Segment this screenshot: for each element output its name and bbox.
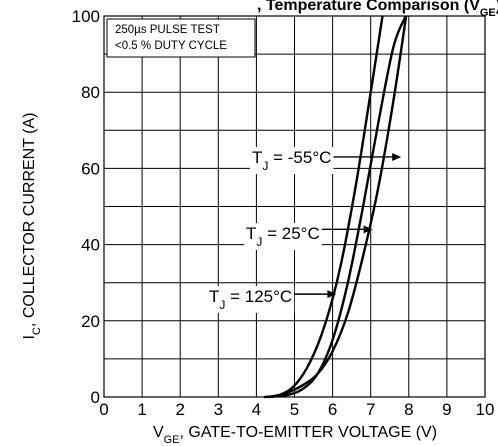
x-tick-label-1: 1 xyxy=(137,400,146,419)
series-lines xyxy=(263,15,408,399)
note-line-1: 250µs PULSE TEST xyxy=(115,24,220,36)
x-tick-label-5: 5 xyxy=(290,400,299,419)
x-tick-label-2: 2 xyxy=(175,400,184,419)
x-tick-label-8: 8 xyxy=(404,400,413,419)
series-line-1 xyxy=(267,15,407,399)
x-tick-label-4: 4 xyxy=(252,400,261,419)
y-tick-label-40: 40 xyxy=(81,236,100,255)
test-conditions-box: 250µs PULSE TEST <0.5 % DUTY CYCLE xyxy=(106,18,256,58)
y-axis-label: IC, COLLECTOR CURRENT (A) xyxy=(21,113,43,340)
y-tick-labels: 0 20 40 60 80 100 xyxy=(72,7,100,407)
x-tick-label-0: 0 xyxy=(99,400,108,419)
annotation-bg xyxy=(250,147,334,174)
annotation-2: TJ = 125°C xyxy=(207,286,337,313)
series-line-0 xyxy=(267,15,408,399)
x-tick-labels: 0 1 2 3 4 5 6 7 8 9 10 xyxy=(99,400,494,419)
annotation-bg xyxy=(244,223,322,250)
x-tick-label-7: 7 xyxy=(366,400,375,419)
grid-lines xyxy=(103,15,486,398)
y-tick-label-80: 80 xyxy=(81,83,100,102)
annotation-arrow-head xyxy=(363,225,373,234)
x-tick-label-10: 10 xyxy=(476,400,495,419)
annotation-label: TJ = -55°C xyxy=(252,148,331,173)
x-axis-label: VGE, GATE-TO-EMITTER VOLTAGE (V) xyxy=(153,424,437,446)
annotation-1: TJ = 25°C xyxy=(244,223,373,250)
y-tick-label-20: 20 xyxy=(81,312,100,331)
annotation-label: TJ = 25°C xyxy=(246,224,320,249)
series-line-2 xyxy=(263,15,384,399)
y-tick-label-0: 0 xyxy=(91,388,100,407)
y-tick-label-60: 60 xyxy=(81,159,100,178)
x-tick-label-3: 3 xyxy=(214,400,223,419)
chart-top-caption: , Temperature Comparison (VGE) xyxy=(257,0,498,19)
annotation-arrow-head xyxy=(392,152,402,161)
y-tick-label-100: 100 xyxy=(72,7,100,26)
annotation-arrow-head xyxy=(327,290,337,299)
curve-annotations: TJ = -55°C TJ = 25°C TJ = 125°C xyxy=(207,147,402,313)
annotation-0: TJ = -55°C xyxy=(250,147,402,174)
x-tick-label-6: 6 xyxy=(328,400,337,419)
annotation-label: TJ = 125°C xyxy=(209,287,292,312)
x-tick-label-9: 9 xyxy=(442,400,451,419)
note-line-2: <0.5 % DUTY CYCLE xyxy=(115,40,227,52)
annotation-bg xyxy=(207,286,295,313)
plot-border xyxy=(103,15,486,398)
